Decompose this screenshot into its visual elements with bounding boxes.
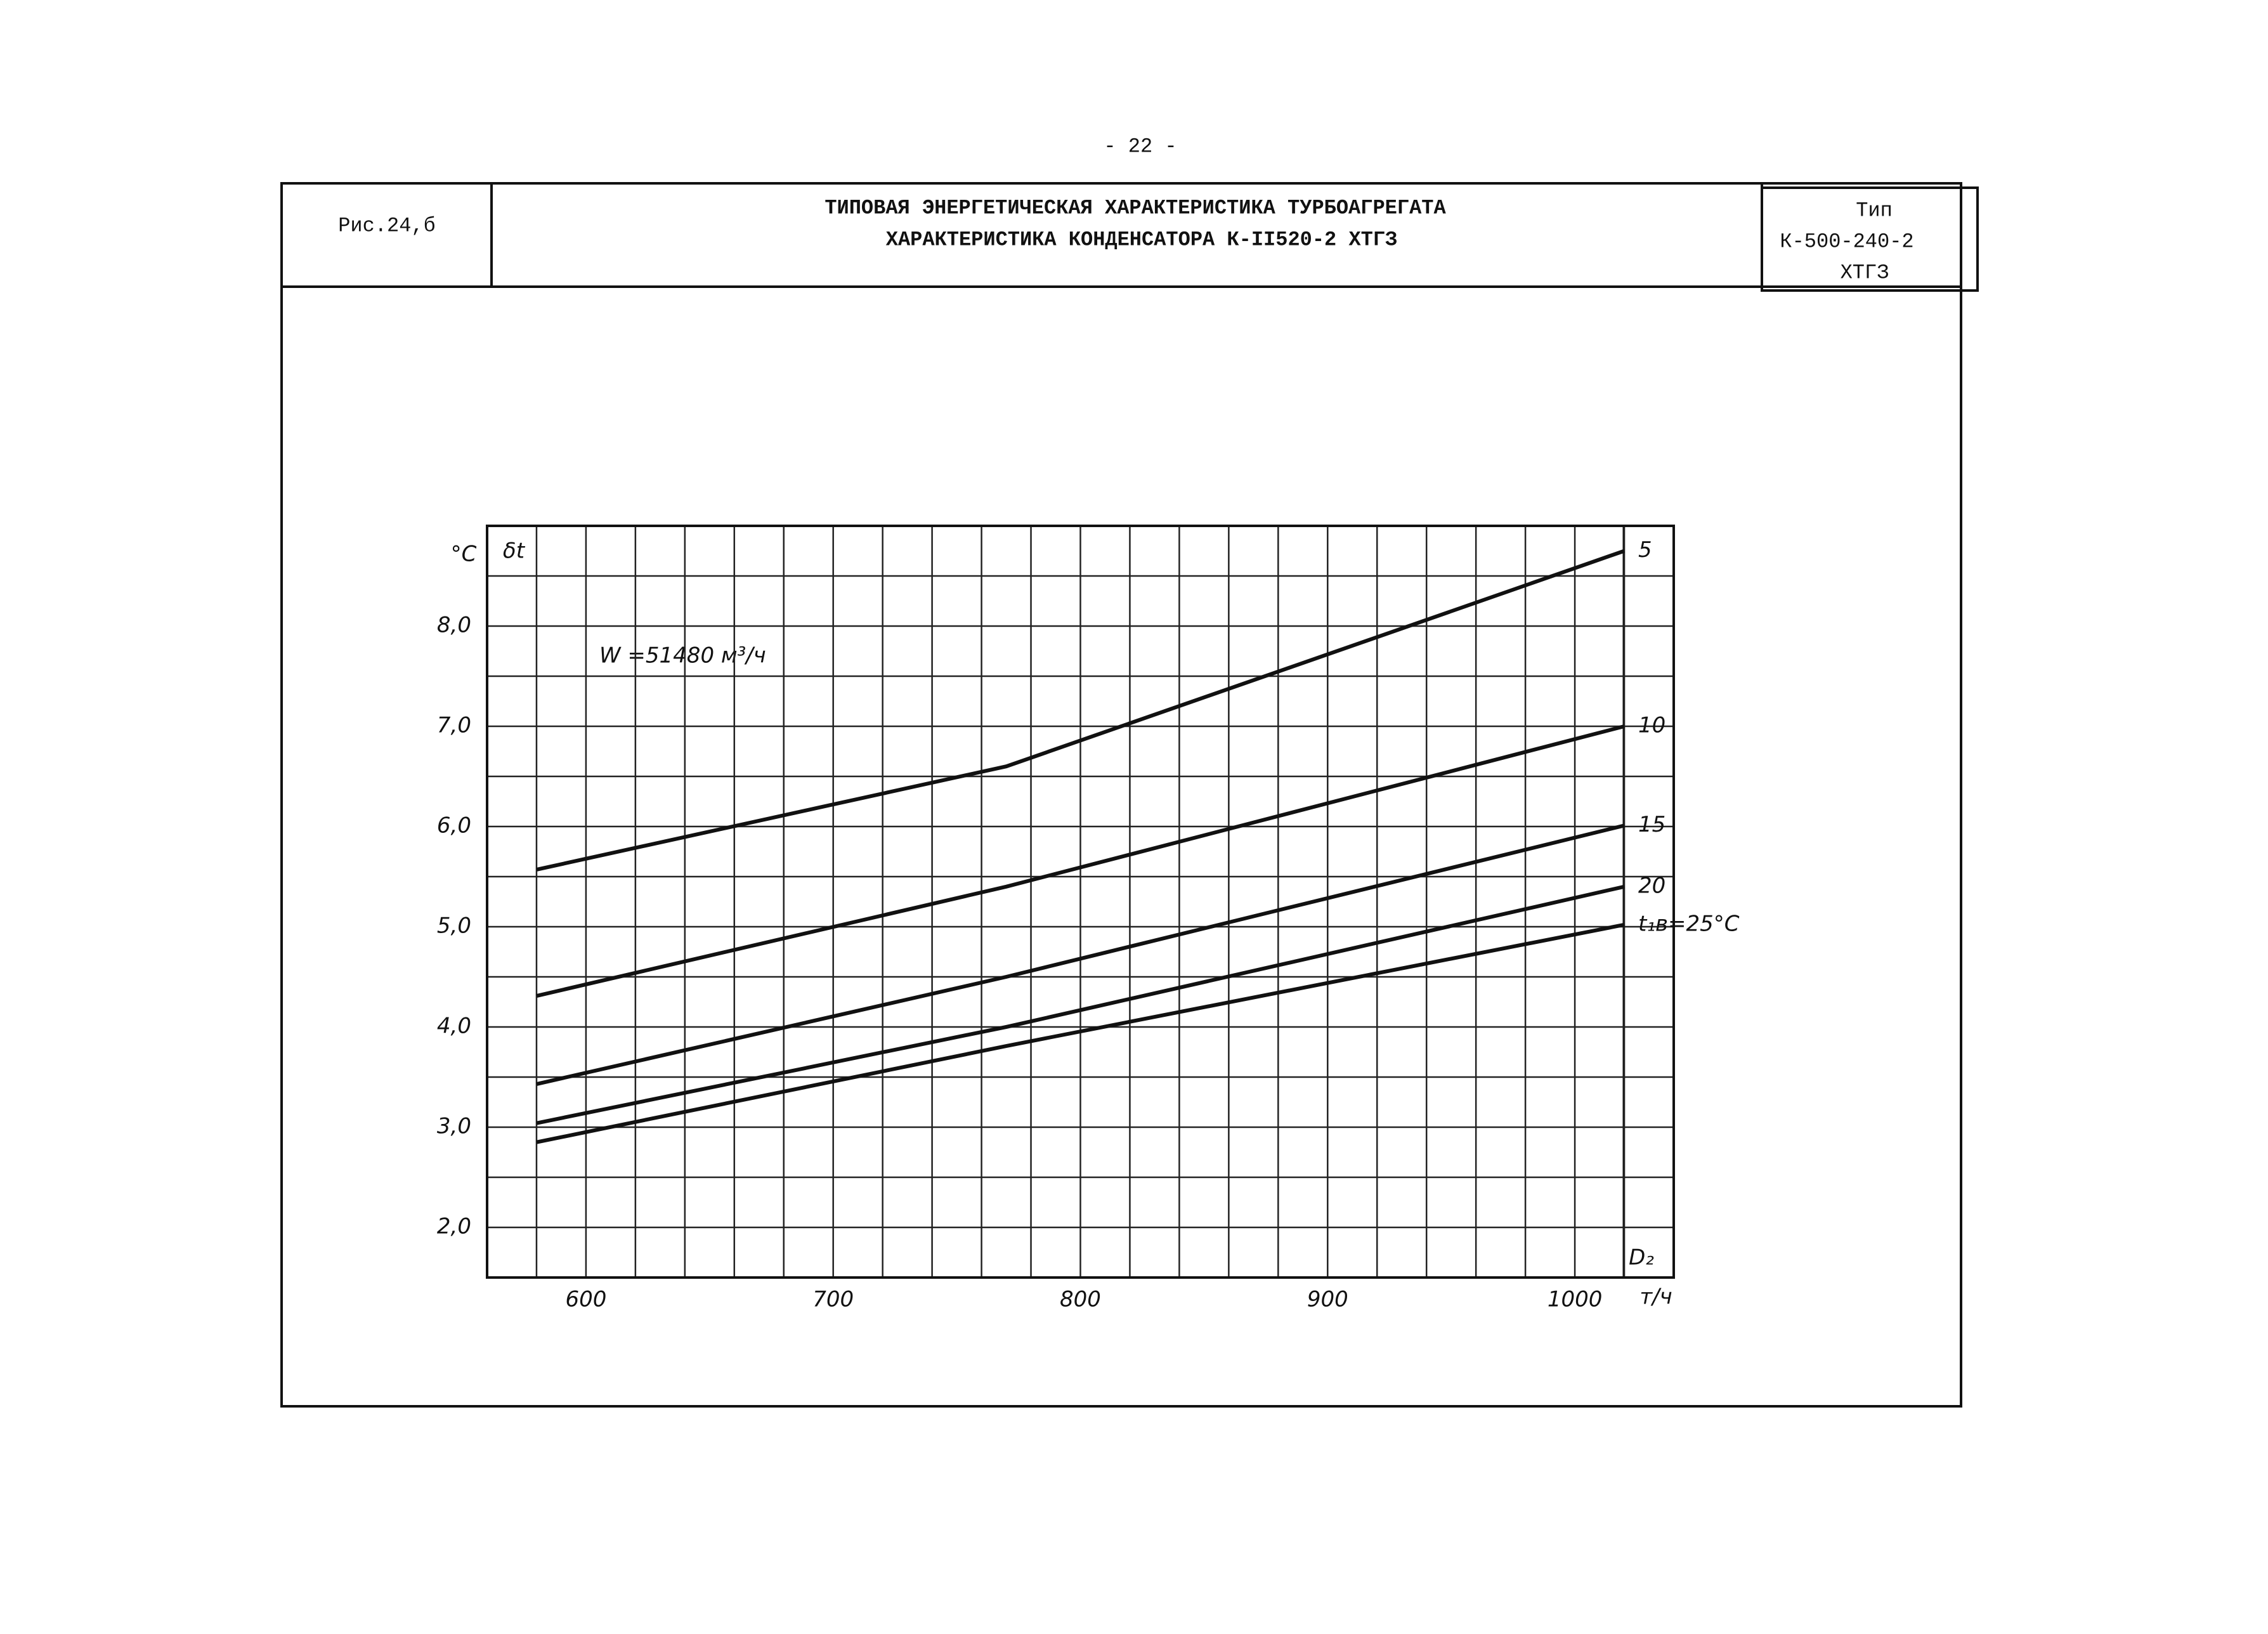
data-line (536, 549, 1626, 872)
y-tick-label: 3,0 (437, 1114, 471, 1139)
x-axis-label: D₂ (1629, 1245, 1654, 1271)
y-unit: °C (451, 542, 477, 567)
data-line (536, 823, 1625, 1086)
y-tick-label: 5,0 (437, 913, 471, 939)
type-value: К-500-240-2 (1780, 230, 1913, 253)
x-tick-label: 700 (812, 1287, 854, 1312)
title: ТИПОВАЯ ЭНЕРГЕТИЧЕСКАЯ ХАРАКТЕРИСТИКА ТУ… (824, 196, 1446, 219)
type-value: ХТГЗ (1841, 261, 1889, 284)
y-tick-label: 7,0 (437, 713, 471, 738)
title: ХАРАКТЕРИСТИКА КОНДЕНСАТОРА К-II520-2 ХТ… (886, 228, 1398, 251)
y-tick-label: 6,0 (437, 813, 471, 839)
x-unit: т/ч (1639, 1284, 1672, 1310)
frame (280, 182, 1962, 1408)
figure-label: Рис.24,б (338, 214, 436, 237)
type-box (1761, 186, 1979, 292)
data-line (536, 922, 1625, 1144)
series-label: t₁в=25°C (1638, 911, 1740, 936)
data-line (536, 724, 1625, 998)
annotation: W =51480 м³/ч (599, 643, 766, 669)
series-label: 10 (1638, 713, 1665, 738)
y-tick-label: 2,0 (437, 1214, 471, 1239)
data-line (536, 884, 1625, 1125)
page-number: - 22 - (1104, 134, 1176, 158)
y-tick-label: 8,0 (437, 613, 471, 638)
series-label: 20 (1638, 873, 1665, 898)
y-axis-label: δt (503, 539, 526, 564)
type-label: Тип (1856, 199, 1893, 222)
y-tick-label: 4,0 (437, 1014, 471, 1039)
x-tick-label: 900 (1307, 1287, 1348, 1312)
x-tick-label: 600 (565, 1287, 606, 1312)
plot-border (486, 525, 1675, 1279)
x-tick-label: 1000 (1548, 1287, 1603, 1312)
x-tick-label: 800 (1060, 1287, 1101, 1312)
series-label: 15 (1638, 812, 1665, 837)
series-label: 5 (1638, 537, 1652, 563)
